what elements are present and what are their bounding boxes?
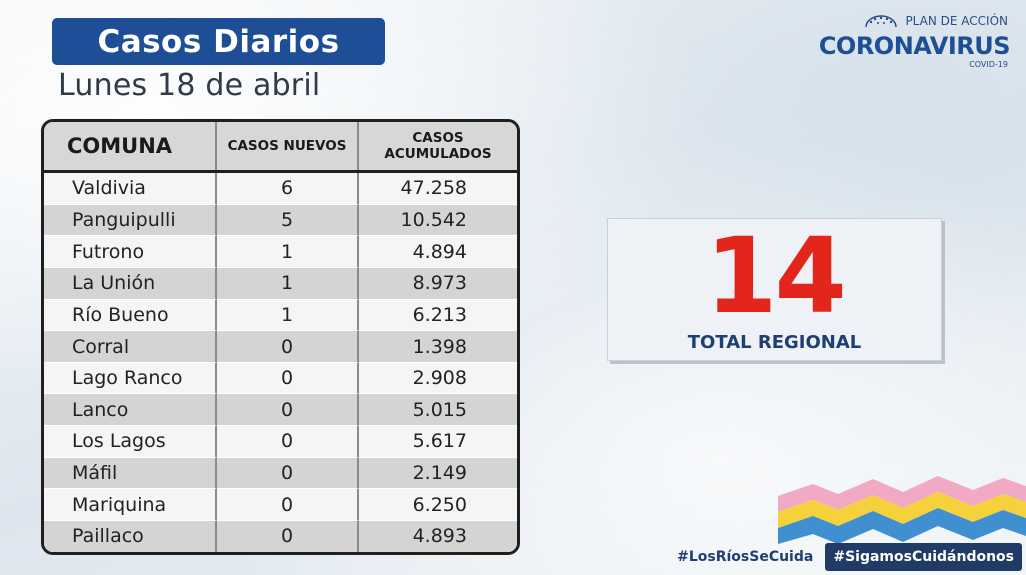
total-regional-value: 14 [705,215,847,337]
cell-acumulados: 4.894 [359,236,517,268]
table-row: Lago Ranco 0 2.908 [44,362,517,395]
total-regional-card: 14 TOTAL REGIONAL [607,215,942,361]
cell-comuna: La Unión [44,267,217,300]
zigzag-blue-band [778,508,1026,544]
brand-logo: PLAN DE ACCIÓN CORONAVIRUS COVID-19 [819,10,1012,70]
header-comuna: COMUNA [44,122,217,170]
header-acumulados-line1: CASOS [412,130,464,146]
table-row: Lanco 0 5.015 [44,394,517,427]
cell-comuna: Mariquina [44,489,217,522]
table-row: Corral 0 1.398 [44,331,517,363]
brand-main-text: CORONAVIRUS [818,32,1011,60]
cell-nuevos: 1 [217,236,359,268]
table-row: La Unión 1 8.973 [44,267,517,300]
cell-acumulados: 1.398 [359,331,517,363]
header-acumulados-line2: ACUMULADOS [384,146,492,162]
cell-nuevos: 0 [217,521,359,552]
header-casos-acumulados: CASOS ACUMULADOS [359,122,517,170]
hashtags-footer: #LosRíosSeCuida #SigamosCuidándonos [671,543,1022,571]
table-row: Los Lagos 0 5.617 [44,426,517,458]
table-row: Panguipulli 5 10.542 [44,204,517,237]
cell-acumulados: 10.542 [359,205,517,237]
cell-comuna: Lanco [44,394,217,427]
cell-acumulados: 2.149 [359,458,517,490]
cell-nuevos: 0 [217,457,359,490]
table-row: Máfil 0 2.149 [44,457,517,490]
cell-comuna: Futrono [44,236,217,268]
cell-comuna: Corral [44,331,217,363]
page-title: Casos Diarios [52,18,385,65]
cell-acumulados: 47.258 [359,173,517,205]
cell-comuna: Río Bueno [44,299,217,332]
government-logo-icon [865,15,898,28]
table-body: Valdivia 6 47.258 Panguipulli 5 10.542 Futro… [44,173,517,552]
date-subtitle: Lunes 18 de abril [58,68,321,103]
cell-nuevos: 0 [217,362,359,395]
cell-nuevos: 0 [217,489,359,522]
cell-acumulados: 8.973 [359,268,517,300]
table-row: Futrono 1 4.894 [44,236,517,268]
table-row: Mariquina 0 6.250 [44,489,517,522]
cell-acumulados: 4.893 [359,521,517,552]
table-row: Valdivia 6 47.258 [44,173,517,205]
zigzag-pink-band [778,476,1026,512]
cell-comuna: Lago Ranco [44,362,217,395]
total-regional-label: TOTAL REGIONAL [687,332,862,353]
hashtag-los-rios: #LosRíosSeCuida [677,549,814,565]
table-row: Paillaco 0 4.893 [44,521,517,552]
cell-nuevos: 6 [217,173,359,205]
cell-acumulados: 6.250 [359,489,517,522]
cell-nuevos: 0 [217,394,359,427]
zigzag-yellow-band [778,492,1026,528]
cell-comuna: Los Lagos [44,426,217,458]
brand-top-row: PLAN DE ACCIÓN [863,14,1008,28]
cases-table: COMUNA CASOS NUEVOS CASOS ACUMULADOS Val… [41,119,520,555]
cell-comuna: Panguipulli [44,204,217,237]
zigzag-decoration [778,476,1026,544]
cell-comuna: Máfil [44,457,217,490]
table-header: COMUNA CASOS NUEVOS CASOS ACUMULADOS [44,122,517,173]
cell-acumulados: 5.015 [359,394,517,427]
header-casos-nuevos: CASOS NUEVOS [217,122,359,170]
table-row: Río Bueno 1 6.213 [44,299,517,332]
cell-acumulados: 5.617 [359,426,517,458]
cell-comuna: Paillaco [44,521,217,552]
cell-nuevos: 5 [217,204,359,237]
brand-top-text: PLAN DE ACCIÓN [905,14,1008,28]
cell-nuevos: 1 [217,267,359,300]
cell-acumulados: 2.908 [359,363,517,395]
cell-nuevos: 1 [217,299,359,332]
hashtag-sigamos: #SigamosCuidándonos [825,543,1022,571]
cell-nuevos: 0 [217,331,359,363]
cell-nuevos: 0 [217,426,359,458]
cell-comuna: Valdivia [44,173,217,205]
cell-acumulados: 6.213 [359,300,517,332]
brand-sub-text: COVID-19 [969,60,1008,69]
